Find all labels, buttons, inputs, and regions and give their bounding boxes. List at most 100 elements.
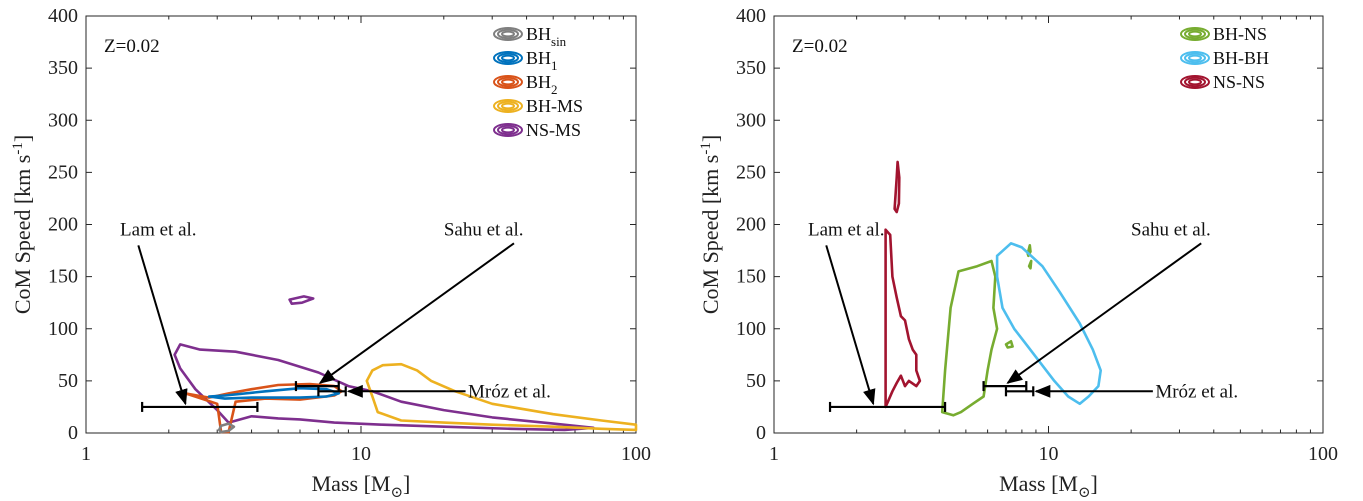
legend-swatch — [501, 30, 515, 38]
legend-swatch — [1180, 51, 1210, 65]
legend-swatch — [501, 54, 515, 62]
x-tick-label: 10 — [351, 443, 371, 465]
legend-label-sub: sin — [551, 34, 567, 49]
legend-swatch — [1188, 54, 1202, 62]
y-axis-label-close: ] — [698, 135, 723, 142]
legend-label-text: BH — [526, 72, 551, 92]
y-axis-label-sup: -1 — [698, 142, 714, 155]
legend-swatch — [1180, 75, 1210, 89]
y-tick-label: 300 — [48, 109, 78, 131]
annotation-label: Lam et al. — [120, 220, 197, 241]
contour-bh-sin — [217, 422, 236, 434]
y-tick-label: 350 — [736, 57, 766, 79]
legend-label-text: BH — [526, 48, 551, 68]
annotation-label: Mróz et al. — [1155, 381, 1238, 402]
observation-sahu: Sahu et al. — [294, 220, 524, 392]
metallicity-label: Z=0.02 — [104, 36, 160, 57]
observation-mróz: Mróz et al. — [1004, 381, 1238, 402]
legend-label-text: NS-MS — [526, 120, 581, 140]
legend-label-text: BH-MS — [526, 96, 583, 116]
y-tick-label: 100 — [736, 318, 766, 340]
legend-entry: NS-NS — [1180, 72, 1265, 92]
legend-label-sub: 1 — [551, 58, 558, 73]
legend-label-text: BH-NS — [1213, 24, 1267, 44]
legend-swatch — [497, 28, 519, 40]
legend-swatch — [1188, 78, 1202, 86]
contour-ns-ms — [288, 295, 315, 305]
x-axis-label-text: Mass [M — [999, 471, 1078, 496]
legend-entry: BH-MS — [493, 96, 583, 116]
y-tick-label: 400 — [48, 5, 78, 27]
x-axis-label-text: Mass [M — [312, 471, 391, 496]
annotation-label: Lam et al. — [808, 220, 885, 241]
legend-swatch — [493, 99, 523, 113]
y-tick-label: 250 — [736, 161, 766, 183]
x-axis-label-sub: ⊙ — [1078, 485, 1091, 501]
contour-bh-bh — [995, 242, 1102, 406]
legend-label-text: BH — [526, 24, 551, 44]
legend-swatch — [493, 123, 523, 137]
y-tick-label: 200 — [736, 214, 766, 236]
y-axis-label-sup: -1 — [10, 142, 26, 155]
legend-swatch — [1184, 52, 1206, 64]
contour-bh-ns — [1026, 244, 1032, 258]
legend-label: BH2 — [526, 72, 558, 97]
legend-label: BH-NS — [1213, 24, 1267, 44]
x-axis-label-sub: ⊙ — [390, 485, 403, 501]
y-tick-label: 250 — [48, 161, 78, 183]
x-axis-label: Mass [M⊙] — [312, 471, 411, 501]
legend-swatch — [501, 126, 515, 134]
annotation-arrow — [137, 245, 188, 406]
y-tick-label: 350 — [48, 57, 78, 79]
y-tick-label: 50 — [58, 370, 78, 392]
legend-swatch — [497, 124, 519, 136]
contour-bh-1 — [207, 386, 340, 400]
contour-bh-ns — [1004, 340, 1014, 349]
legend-swatch — [493, 27, 523, 41]
annotation-arrow — [318, 242, 515, 384]
x-tick-label: 10 — [1039, 443, 1059, 465]
x-axis-label-close: ] — [403, 471, 410, 496]
y-tick-label: 150 — [48, 266, 78, 288]
legend-entry: BH1 — [493, 48, 558, 73]
legend-entry: BH2 — [493, 72, 558, 97]
legend-label: BHsin — [526, 24, 567, 49]
y-tick-label: 300 — [736, 109, 766, 131]
annotation-label: Sahu et al. — [444, 220, 524, 241]
contour-bh-ms — [365, 362, 638, 432]
legend-label-text: BH-BH — [1213, 48, 1269, 68]
y-axis-label: CoM Speed [km s-1] — [10, 135, 35, 314]
y-tick-label: 0 — [756, 422, 766, 444]
legend-swatch — [497, 76, 519, 88]
annotation-arrow — [1006, 242, 1202, 384]
x-tick-label: 1 — [81, 443, 91, 465]
legend-entry: BH-NS — [1180, 24, 1267, 44]
observation-sahu: Sahu et al. — [982, 220, 1211, 392]
legend-label: NS-NS — [1213, 72, 1265, 92]
x-axis-label: Mass [M⊙] — [999, 471, 1098, 501]
legend-swatch — [497, 52, 519, 64]
legend-label: NS-MS — [526, 120, 581, 140]
legend-label: BH1 — [526, 48, 558, 73]
legend-swatch — [493, 51, 523, 65]
y-tick-label: 400 — [736, 5, 766, 27]
contour-bh-ns — [940, 259, 999, 417]
legend-entry: BH-BH — [1180, 48, 1269, 68]
annotation-arrow — [825, 245, 876, 406]
legend-label: BH-BH — [1213, 48, 1269, 68]
legend-label: BH-MS — [526, 96, 583, 116]
metallicity-label: Z=0.02 — [792, 36, 848, 57]
annotation-label: Mróz et al. — [468, 381, 551, 402]
legend-label-sub: 2 — [551, 82, 558, 97]
observation-lam: Lam et al. — [120, 220, 259, 412]
legend-swatch — [501, 102, 515, 110]
legend-entry: NS-MS — [493, 120, 581, 140]
y-tick-label: 200 — [48, 214, 78, 236]
observation-mróz: Mróz et al. — [317, 381, 551, 402]
y-tick-label: 50 — [746, 370, 766, 392]
legend-swatch — [493, 75, 523, 89]
annotation-label: Sahu et al. — [1131, 220, 1211, 241]
y-axis-label-close: ] — [10, 135, 35, 142]
